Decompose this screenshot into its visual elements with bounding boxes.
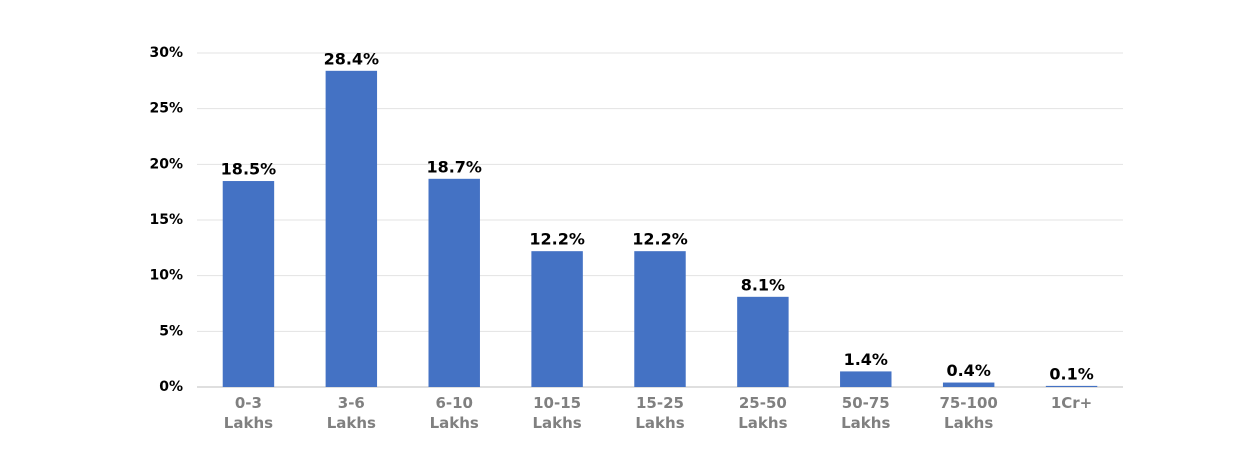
data-label: 28.4%	[324, 49, 380, 68]
y-tick-label: 10%	[149, 268, 183, 284]
y-tick-label: 20%	[149, 156, 183, 172]
data-label: 12.2%	[529, 230, 585, 249]
x-tick-label: 10-15 Lakhs	[532, 394, 582, 432]
bar	[840, 371, 892, 387]
y-tick-label: 25%	[149, 101, 183, 117]
x-tick-label: 1Cr+	[1050, 394, 1093, 412]
y-tick-label: 30%	[149, 45, 183, 61]
data-label: 1.4%	[844, 350, 888, 369]
bar	[531, 251, 583, 387]
bar	[222, 181, 275, 387]
x-tick-label: 6-10 Lakhs	[429, 394, 479, 432]
x-tick-label: 0-3 Lakhs	[223, 394, 274, 432]
data-label: 18.5%	[221, 160, 277, 179]
data-label: 8.1%	[741, 275, 785, 294]
data-label: 12.2%	[632, 230, 688, 249]
bar	[634, 251, 686, 387]
bar	[737, 296, 789, 387]
x-tick-label: 25-50 Lakhs	[738, 394, 788, 432]
x-tick-label: 3-6 Lakhs	[326, 394, 376, 432]
bar	[428, 178, 480, 387]
bar	[325, 70, 378, 388]
data-label: 18.7%	[426, 157, 482, 176]
bar	[942, 382, 995, 387]
x-tick-label: 50-75 Lakhs	[841, 394, 891, 432]
data-label: 0.4%	[946, 361, 990, 380]
x-tick-label: 75-100 Lakhs	[939, 394, 998, 432]
y-tick-label: 0%	[159, 379, 183, 395]
bar	[1045, 385, 1098, 387]
y-tick-label: 5%	[159, 323, 183, 339]
x-tick-label: 15-25 Lakhs	[635, 394, 685, 432]
y-tick-label: 15%	[149, 212, 183, 228]
data-label: 0.1%	[1049, 364, 1093, 383]
